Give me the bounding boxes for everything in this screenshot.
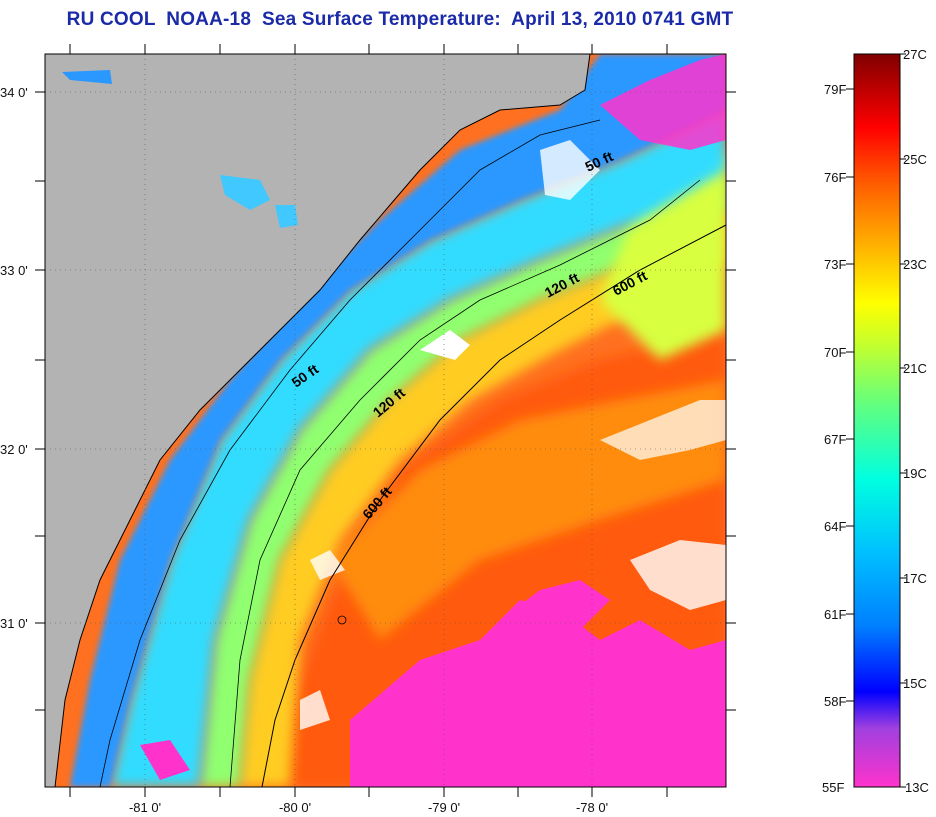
colorbar-c-19: 19C — [903, 466, 927, 481]
contour-600ft — [261, 224, 726, 787]
colorbar-f-70: 70F — [824, 345, 846, 360]
contour-120ft — [229, 179, 701, 787]
colorbar-c-23: 23C — [903, 257, 927, 272]
contour-50ft — [99, 119, 601, 787]
lat-label-33: 33 0' — [0, 263, 28, 278]
colorbar-f-64: 64F — [824, 519, 846, 534]
colorbar-c-25: 25C — [903, 152, 927, 167]
colorbar-f-73: 73F — [824, 257, 846, 272]
colorbar-f-67: 67F — [824, 432, 846, 447]
lat-label-31: 31 0' — [0, 616, 28, 631]
lat-label-32: 32 0' — [0, 442, 28, 457]
colorbar-c-21: 21C — [903, 361, 927, 376]
colorbar-f-79: 79F — [824, 82, 846, 97]
map-title: RU COOL NOAA-18 Sea Surface Temperature:… — [66, 9, 734, 30]
lon-label-78: -78 0' — [576, 800, 608, 815]
colorbar-c-27: 27C — [903, 47, 927, 62]
sst-raster — [45, 54, 726, 787]
colorbar-f-61: 61F — [824, 607, 846, 622]
colorbar-f-58: 58F — [824, 694, 846, 709]
temperature-colorbar — [853, 53, 901, 788]
land-area — [45, 54, 590, 787]
colorbar-f-76: 76F — [824, 170, 846, 185]
lon-label-81: -81 0' — [129, 800, 161, 815]
colorbar-c-13: 13C — [905, 780, 929, 795]
colorbar-f-55: 55F — [822, 780, 844, 795]
lat-label-34: 34 0' — [0, 85, 28, 100]
colorbar-c-15: 15C — [903, 676, 927, 691]
map-ticks — [35, 44, 736, 797]
colorbar-c-17: 17C — [903, 571, 927, 586]
lon-label-79: -79 0' — [428, 800, 460, 815]
lon-label-80: -80 0' — [279, 800, 311, 815]
